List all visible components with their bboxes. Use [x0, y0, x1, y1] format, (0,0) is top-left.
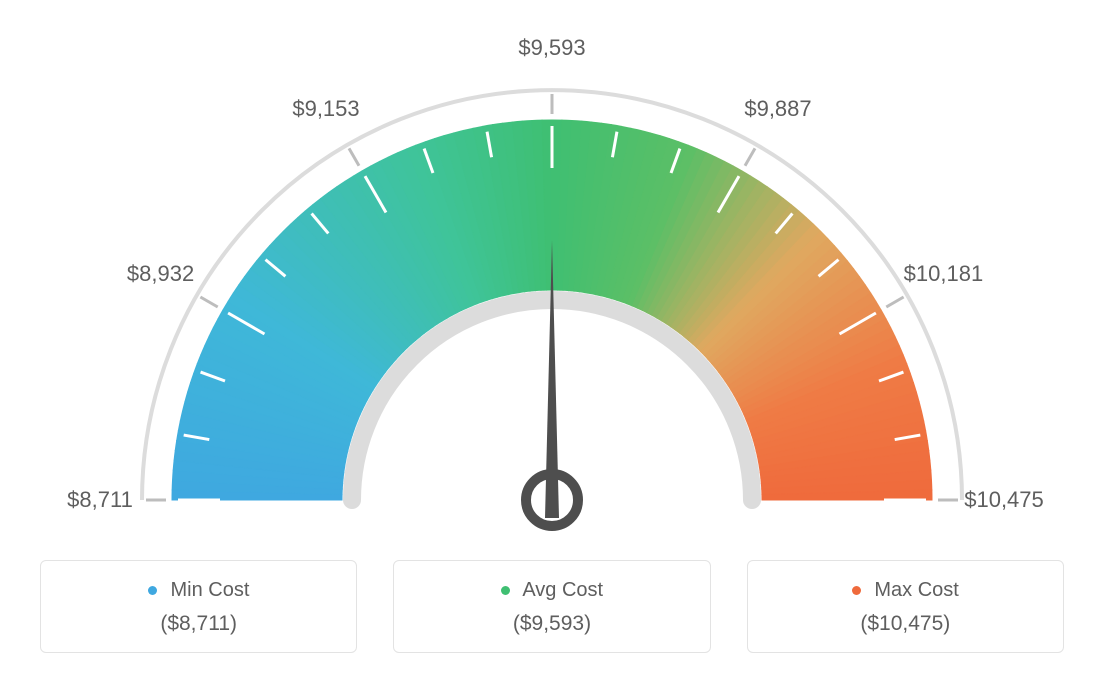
legend-card-min: Min Cost ($8,711) [40, 560, 357, 653]
legend-value-avg: ($9,593) [404, 612, 699, 636]
dot-min [148, 586, 157, 595]
legend-title-max-text: Max Cost [874, 579, 958, 601]
legend-title-max: Max Cost [758, 579, 1053, 602]
gauge-tick-label: $9,887 [744, 96, 811, 122]
legend-title-min: Min Cost [51, 579, 346, 602]
gauge-tick-label: $10,475 [964, 487, 1044, 513]
gauge-tick-label: $10,181 [904, 261, 984, 287]
legend-value-min: ($8,711) [51, 612, 346, 636]
gauge-tick-label: $9,593 [518, 35, 585, 61]
dot-avg [501, 586, 510, 595]
legend-row: Min Cost ($8,711) Avg Cost ($9,593) Max … [0, 560, 1104, 673]
legend-title-min-text: Min Cost [170, 579, 249, 601]
gauge-tick-label: $8,711 [67, 487, 133, 513]
gauge-tick-label: $9,153 [292, 96, 359, 122]
dot-max [852, 586, 861, 595]
legend-value-max: ($10,475) [758, 612, 1053, 636]
legend-card-max: Max Cost ($10,475) [747, 560, 1064, 653]
legend-card-avg: Avg Cost ($9,593) [393, 560, 710, 653]
cost-gauge: $8,711 $8,932 $9,153 $9,593 $9,887 $10,181 $10… [0, 0, 1104, 560]
legend-title-avg: Avg Cost [404, 579, 699, 602]
gauge-tick-label: $8,932 [127, 261, 194, 287]
legend-title-avg-text: Avg Cost [522, 579, 603, 601]
